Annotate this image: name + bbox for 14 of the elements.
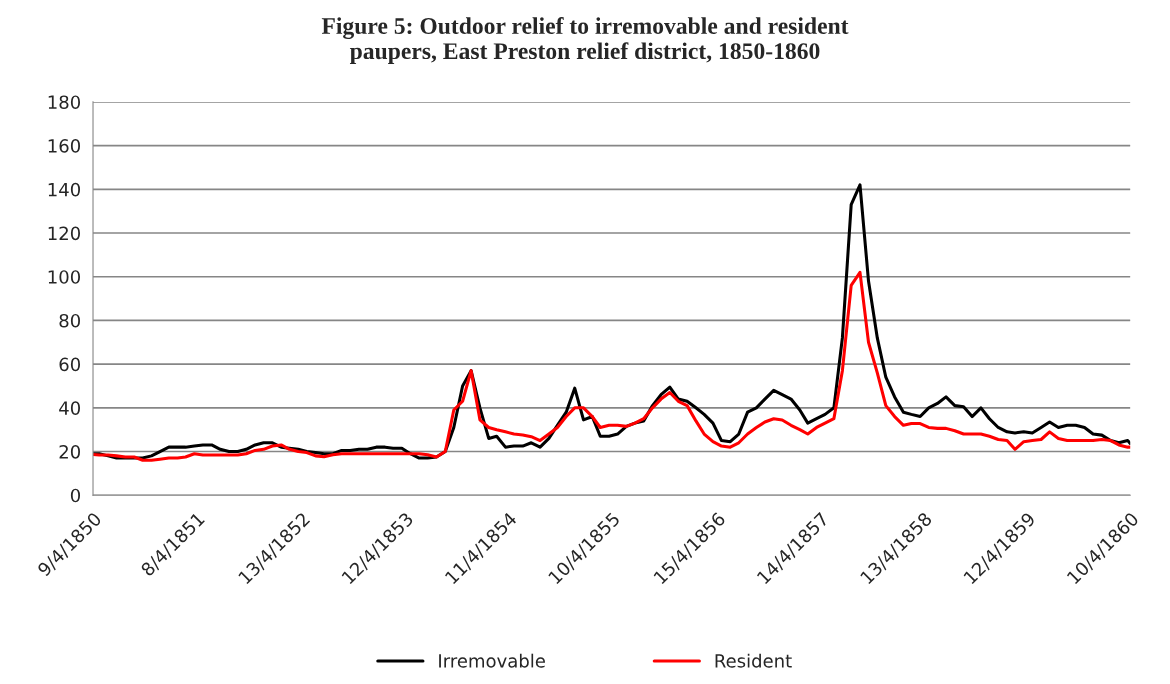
y-tick-label: 20 [59, 444, 81, 459]
chart-title: Figure 5: Outdoor relief to irremovable and resident paupers, East Preston relief district, 1850-1860 [321, 17, 849, 64]
y-tick-label: 180 [48, 95, 81, 110]
y-tick-label: 160 [48, 139, 81, 153]
y-tick-label: 80 [59, 313, 81, 328]
y-tick-label: 100 [48, 270, 81, 284]
line-series [93, 270, 1131, 462]
y-tick-label: 120 [48, 226, 81, 241]
y-tick-label: 140 [48, 182, 81, 197]
legend-label: Resident [715, 653, 792, 668]
y-tick-label: 60 [59, 357, 81, 372]
y-tick-label: 40 [59, 401, 81, 415]
legend-label: Irremovable [439, 653, 545, 668]
y-tick-label: 0 [70, 488, 81, 503]
